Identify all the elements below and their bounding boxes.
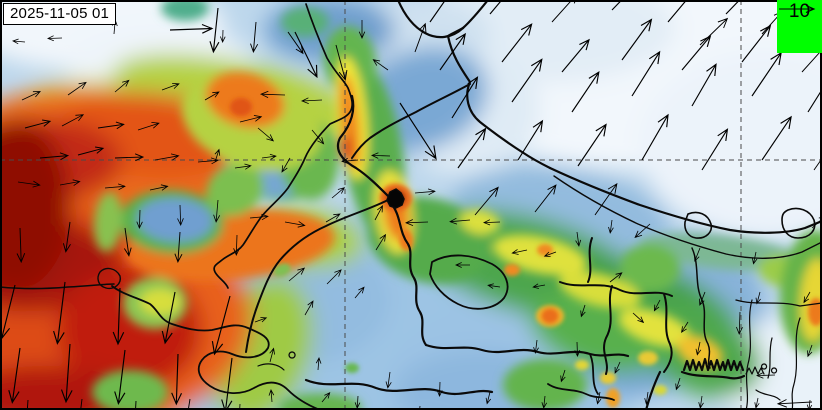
boundary-bundelkhand (429, 254, 509, 310)
coastline-gulf-detail (257, 351, 296, 371)
delhi-spot (386, 188, 405, 209)
legend-value: 10 (788, 1, 811, 22)
boundary-india-pakistan (213, 3, 354, 289)
boundary-kashmir (396, 0, 490, 39)
boundary-meghalaya (735, 299, 822, 307)
timestamp-label: 2025-11-05 01 (3, 3, 117, 25)
boundary-mp-south (304, 378, 494, 396)
coastline-delta (644, 357, 746, 410)
boundary-wb-bangladesh (691, 247, 711, 369)
boundary-bihar-jharkhand (559, 237, 673, 375)
coastline-pakistan (0, 283, 115, 290)
boundary-valley-loop (684, 211, 713, 239)
boundary-up-west (388, 200, 428, 347)
concentration-hotspots-layer (230, 98, 822, 408)
boundary-nepal-south (553, 175, 822, 259)
boundary-punjab-haryana (336, 94, 390, 198)
wind-legend: 10 (777, 0, 822, 53)
boundary-sikkim (781, 207, 816, 239)
boundary-lake-loop (97, 267, 121, 290)
coastline-delta-east (745, 363, 778, 375)
rivers-bangladesh (745, 299, 801, 410)
boundary-mp-north (424, 343, 630, 358)
boundary-himachal (446, 26, 552, 170)
legend-reference-arrow (779, 4, 816, 14)
boundary-hp-punjab (351, 83, 471, 159)
boundary-rajasthan (245, 199, 389, 353)
timestamp-text: 2025-11-05 01 (10, 5, 110, 22)
boundary-chhattisgarh (547, 353, 615, 401)
boundary-nepal-north (548, 166, 822, 234)
